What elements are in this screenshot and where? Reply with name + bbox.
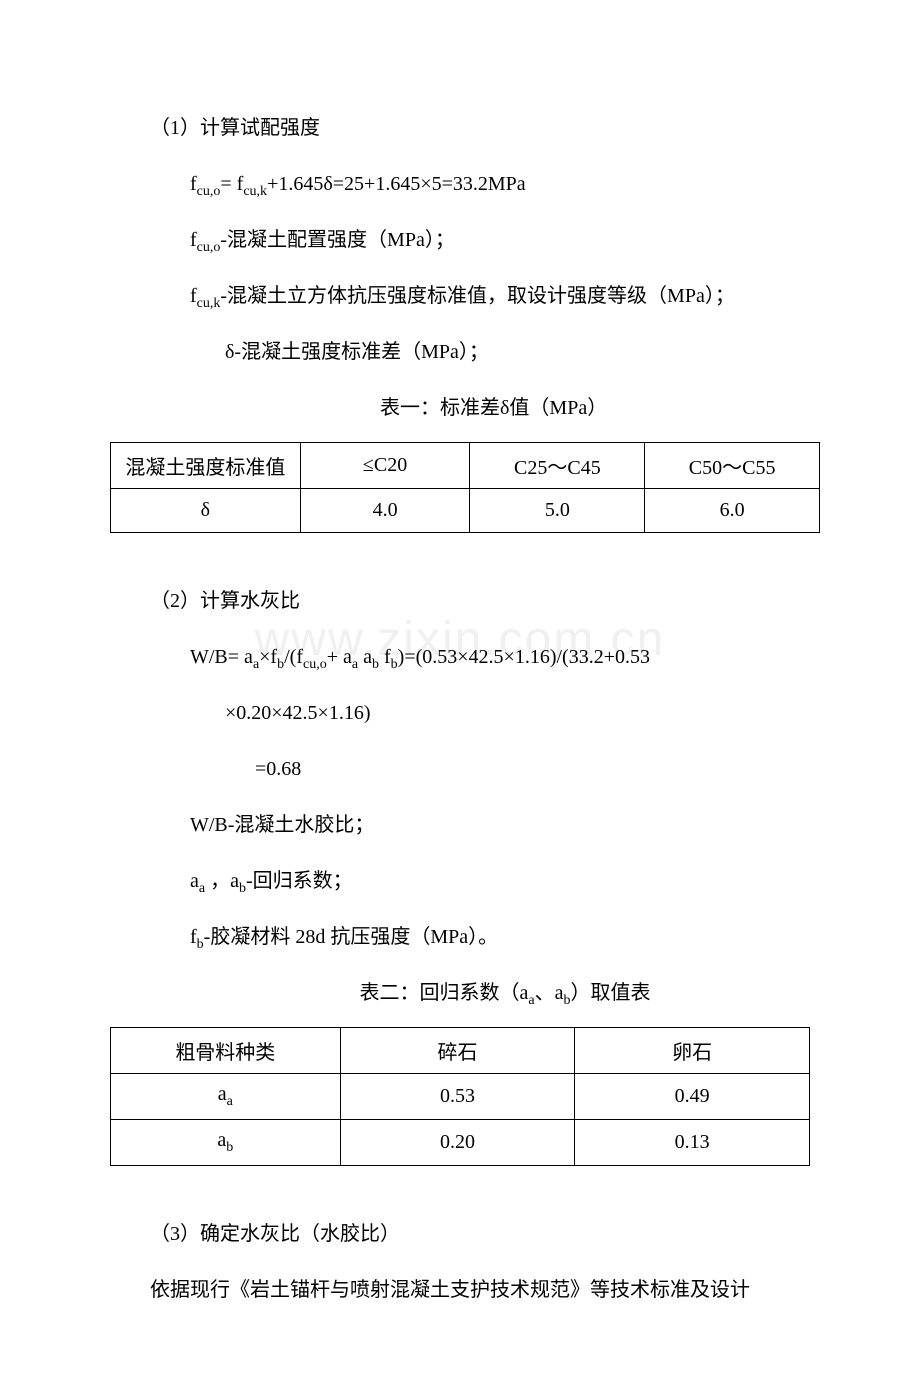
section3-title: （3）确定水灰比（水胶比） xyxy=(110,1206,810,1262)
table-row: 混凝土强度标准值 ≤C20 C25～C45 C50～C55 xyxy=(111,443,820,489)
text: ）取值表 xyxy=(571,982,651,1004)
text: ，a xyxy=(205,870,239,892)
table-row: aa 0.53 0.49 xyxy=(111,1074,810,1120)
cell: 4.0 xyxy=(300,489,470,533)
text: a xyxy=(190,870,199,892)
def-fcu-k: fcu,k-混凝土立方体抗压强度标准值，取设计强度等级（MPa）； xyxy=(110,268,810,324)
section1-title: （1）计算试配强度 xyxy=(110,100,810,156)
table2-caption: 表二：回归系数（aa、ab）取值表 xyxy=(110,965,810,1021)
cell: 卵石 xyxy=(575,1028,810,1074)
table-row: 粗骨料种类 碎石 卵石 xyxy=(111,1028,810,1074)
sub: b xyxy=(564,993,571,1008)
sub: b xyxy=(197,937,204,952)
section3-body: 依据现行《岩土锚杆与喷射混凝土支护技术规范》等技术标准及设计 xyxy=(110,1262,810,1318)
table-delta: 混凝土强度标准值 ≤C20 C25～C45 C50～C55 δ 4.0 5.0 … xyxy=(110,442,820,533)
text: -混凝土配置强度（MPa）； xyxy=(220,229,454,251)
cell: C50～C55 xyxy=(645,443,820,489)
text: W/B= aa×fb/(fcu,o+ aa ab fb)=(0.53×42.5×… xyxy=(190,646,650,668)
cell: 6.0 xyxy=(645,489,820,533)
cell: aa xyxy=(111,1074,341,1120)
cell: ≤C20 xyxy=(300,443,470,489)
text: a xyxy=(218,1083,227,1105)
wb-formula-line2: ×0.20×42.5×1.16) xyxy=(110,685,810,741)
def-wb: W/B-混凝土水胶比； xyxy=(110,797,810,853)
cell: δ xyxy=(111,489,301,533)
cell: 0.49 xyxy=(575,1074,810,1120)
cell: 碎石 xyxy=(340,1028,575,1074)
text: f xyxy=(190,926,197,948)
text: -胶凝材料 28d 抗压强度（MPa）。 xyxy=(204,926,498,948)
table1-caption: 表一：标准差δ值（MPa） xyxy=(110,380,810,436)
def-fb: fb-胶凝材料 28d 抗压强度（MPa）。 xyxy=(110,909,810,965)
text: -回归系数； xyxy=(246,870,353,892)
wb-formula-line1: W/B= aa×fb/(fcu,o+ aa ab fb)=(0.53×42.5×… xyxy=(110,629,810,685)
formula-fcu: fcu,o= fcu,k+1.645δ=25+1.645×5=33.2MPa xyxy=(110,156,810,212)
sub: a xyxy=(227,1094,233,1109)
cell: 0.20 xyxy=(340,1120,575,1166)
formula-part: fcu,o= fcu,k+1.645δ=25+1.645×5=33.2MPa xyxy=(190,173,526,195)
cell: 0.13 xyxy=(575,1120,810,1166)
def-aa-ab: aa ，ab-回归系数； xyxy=(110,853,810,909)
def-fcu-o: fcu,o-混凝土配置强度（MPa）； xyxy=(110,212,810,268)
sub: cu,k xyxy=(197,296,221,311)
text: -混凝土立方体抗压强度标准值，取设计强度等级（MPa）； xyxy=(220,285,734,307)
table-coefficients: 粗骨料种类 碎石 卵石 aa 0.53 0.49 ab 0.20 0.13 xyxy=(110,1027,810,1166)
cell: 0.53 xyxy=(340,1074,575,1120)
cell: 粗骨料种类 xyxy=(111,1028,341,1074)
table-row: δ 4.0 5.0 6.0 xyxy=(111,489,820,533)
text: 表二：回归系数（a xyxy=(360,982,529,1004)
table-row: ab 0.20 0.13 xyxy=(111,1120,810,1166)
text: 、a xyxy=(535,982,564,1004)
cell: C25～C45 xyxy=(470,443,645,489)
text: f xyxy=(190,285,197,307)
section2-title: （2）计算水灰比 xyxy=(110,573,810,629)
sub: cu,o xyxy=(197,240,221,255)
cell: 混凝土强度标准值 xyxy=(111,443,301,489)
cell: ab xyxy=(111,1120,341,1166)
text: a xyxy=(217,1129,226,1151)
def-delta: δ-混凝土强度标准差（MPa）； xyxy=(110,324,810,380)
sub: b xyxy=(239,881,246,896)
text: f xyxy=(190,229,197,251)
cell: 5.0 xyxy=(470,489,645,533)
sub: b xyxy=(226,1140,233,1155)
wb-formula-line3: =0.68 xyxy=(110,741,810,797)
